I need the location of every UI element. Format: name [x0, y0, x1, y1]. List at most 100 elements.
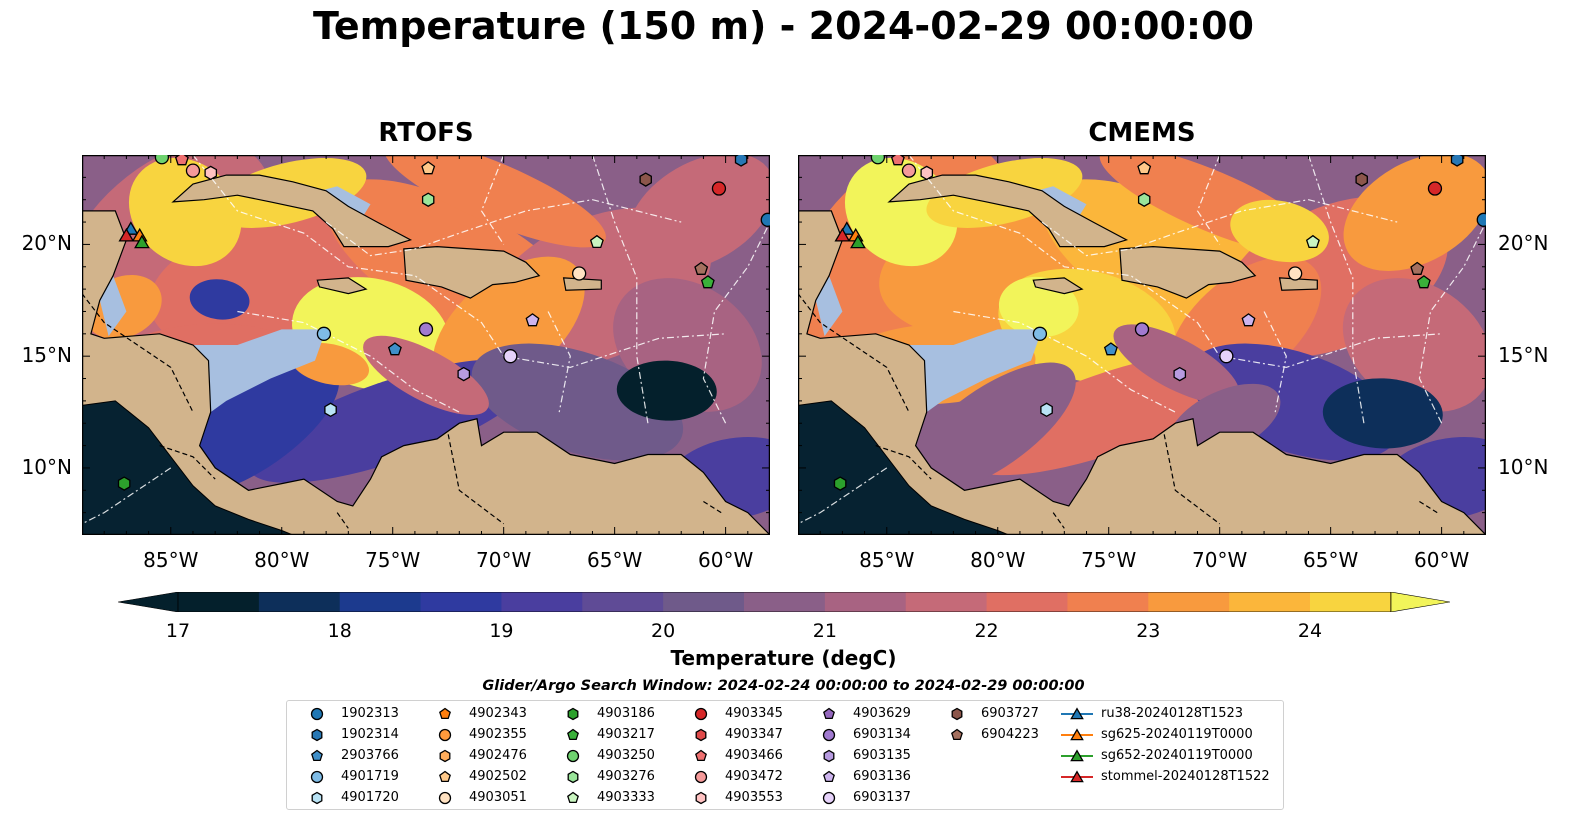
legend-label: 6903136 [853, 769, 911, 784]
platform-marker-1902313 [760, 212, 770, 227]
legend-marker [439, 707, 451, 720]
platform-marker-4902502 [439, 770, 451, 783]
lat-tick-label: 10°N [1498, 454, 1549, 479]
platform-marker-4902502 [421, 161, 436, 175]
platform-marker-4903217 [567, 728, 579, 741]
legend-label: 4903276 [597, 769, 655, 784]
platform-marker-4903553 [920, 165, 934, 181]
platform-marker-6903137 [1219, 349, 1234, 364]
platform-marker-4903345 [1427, 181, 1443, 196]
legend-label: 4903629 [853, 706, 911, 721]
legend-label: 4901720 [341, 790, 399, 805]
lon-tick-label: 85°W [859, 548, 915, 572]
platform-marker-4903276 [1137, 192, 1151, 207]
platform-marker-4901720 [311, 791, 323, 805]
legend-label: 6903134 [853, 727, 911, 742]
platform-marker-4902502 [1137, 161, 1152, 175]
colorbar-tick-label: 21 [812, 620, 837, 642]
platform-marker-4903186 [833, 476, 847, 491]
legend-label: 4901719 [341, 769, 399, 784]
legend-marker [1061, 707, 1093, 720]
platform-marker-6903727 [639, 172, 652, 187]
platform-marker-4903051 [438, 791, 452, 805]
platform-marker-4903553 [204, 165, 218, 181]
legend-marker [823, 707, 835, 720]
platform-marker-ru38-20240128T1523 [1070, 707, 1084, 720]
platform-legend: 1902313 1902314 2903766 4901719 4901720 49023… [286, 700, 1284, 810]
legend-marker [694, 707, 708, 721]
legend-label: 4902355 [469, 727, 527, 742]
panel-title-left: RTOFS [378, 118, 474, 148]
platform-marker-6903137 [503, 349, 518, 364]
legend-label: 6903137 [853, 790, 911, 805]
colorbar [118, 592, 1450, 612]
legend-label: 6903727 [981, 706, 1039, 721]
lon-tick-label: 65°W [1303, 548, 1359, 572]
legend-marker [311, 791, 323, 805]
platform-marker-4903217 [1416, 275, 1431, 289]
figure-title: Temperature (150 m) - 2024-02-29 00:00:0… [312, 4, 1254, 48]
legend-label: 4902343 [469, 706, 527, 721]
platform-marker-6903136 [1241, 313, 1256, 327]
legend-label: 2903766 [341, 748, 399, 763]
panel-title-right: CMEMS [1088, 118, 1196, 148]
legend-label: 4903217 [597, 727, 655, 742]
platform-marker-6903134 [1134, 322, 1150, 337]
legend-marker [823, 770, 835, 783]
platform-marker-4903276 [567, 770, 579, 784]
legend-marker [822, 791, 836, 805]
platform-marker-sg652-20240119T0000 [134, 234, 150, 249]
legend-marker [567, 728, 579, 741]
platform-marker-4903250 [566, 749, 580, 763]
platform-marker-6903136 [525, 313, 540, 327]
legend-marker [439, 749, 451, 763]
platform-marker-4903466 [695, 749, 707, 762]
legend-marker [695, 791, 707, 805]
platform-marker-4901719 [310, 770, 324, 784]
platform-marker-stommel-20240128T1522 [118, 227, 135, 242]
legend-label: 4903345 [725, 706, 783, 721]
platform-marker-4903345 [694, 707, 708, 721]
colorbar-tick-label: 24 [1297, 620, 1323, 642]
lon-tick-label: 80°W [970, 548, 1026, 572]
legend-marker [438, 728, 452, 742]
legend-label: 1902313 [341, 706, 399, 721]
legend-marker [310, 770, 324, 784]
platform-marker-4901719 [316, 326, 332, 341]
legend-marker [823, 749, 835, 763]
platform-marker-6903134 [418, 322, 434, 337]
platform-marker-4901719 [1032, 326, 1048, 341]
platform-marker-1902314 [311, 728, 323, 742]
colorbar-label: Temperature (degC) [670, 646, 897, 670]
lon-tick-label: 70°W [476, 548, 532, 572]
colorbar-tick-label: 22 [974, 620, 999, 642]
lat-tick-label: 20°N [1498, 231, 1549, 256]
platform-marker-6903136 [823, 770, 835, 783]
platform-marker-4903217 [700, 275, 715, 289]
legend-marker [438, 791, 452, 805]
legend-label: 6903135 [853, 748, 911, 763]
lat-tick-label: 15°N [21, 343, 72, 368]
platform-marker-4903333 [567, 791, 579, 804]
platform-marker-4903347 [695, 728, 707, 742]
map-panel-rtofs [82, 155, 770, 535]
platform-marker-2903766 [387, 342, 402, 356]
platform-marker-4903553 [695, 791, 707, 805]
platform-marker-4903250 [870, 155, 886, 165]
legend-marker [567, 770, 579, 784]
lon-tick-label: 75°W [365, 548, 421, 572]
platform-marker-6903134 [822, 728, 836, 742]
platform-marker-1902313 [1476, 212, 1486, 227]
search-window-label: Glider/Argo Search Window: 2024-02-24 00… [482, 678, 1085, 694]
legend-label: 4903051 [469, 790, 527, 805]
platform-marker-4903472 [901, 163, 917, 178]
platform-marker-4902476 [439, 749, 451, 763]
legend-label: 4902476 [469, 748, 527, 763]
lon-tick-label: 70°W [1192, 548, 1248, 572]
legend-marker [951, 707, 963, 721]
platform-marker-4903186 [117, 476, 131, 491]
lon-tick-label: 85°W [143, 548, 199, 572]
colorbar-tick-label: 19 [489, 620, 514, 642]
platform-marker-4903629 [823, 707, 835, 720]
platform-marker-6903727 [1355, 172, 1368, 187]
